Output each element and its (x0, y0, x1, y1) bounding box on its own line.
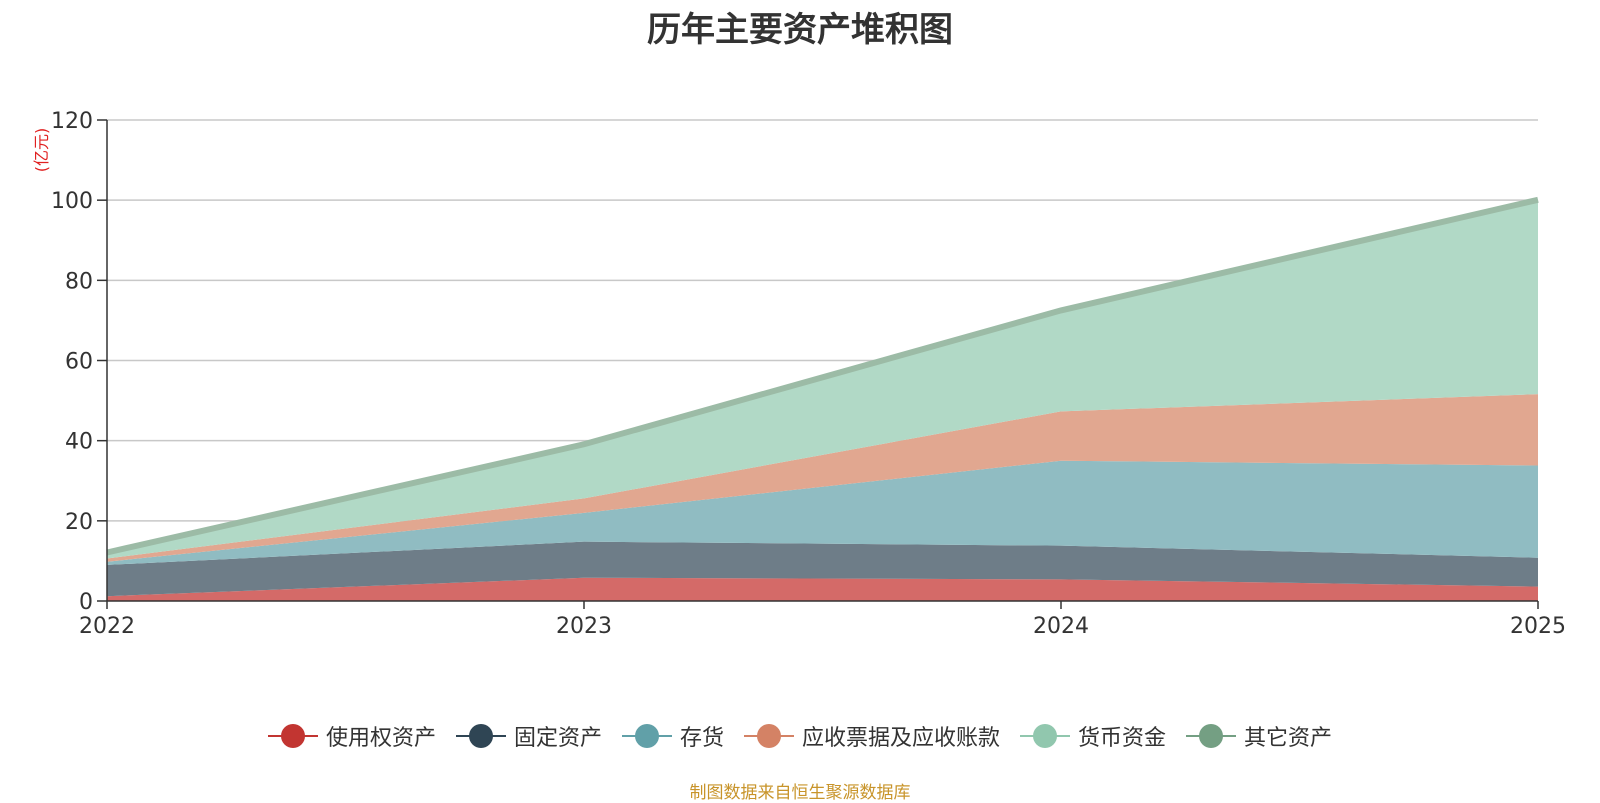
legend-label: 存货 (679, 726, 724, 751)
y-tick-label: 40 (65, 430, 93, 455)
x-tick-label: 2023 (556, 614, 612, 639)
legend-item-3[interactable]: 应收票据及应收账款 (744, 720, 1000, 752)
chart-title: 历年主要资产堆积图 (647, 10, 953, 50)
legend-marker-icon (455, 724, 506, 748)
legend-label: 固定资产 (513, 726, 602, 751)
legend-marker-icon (744, 724, 794, 748)
y-tick-label: 0 (79, 590, 93, 615)
legend-marker-icon (1020, 724, 1071, 748)
legend-item-4[interactable]: 货币资金 (1020, 720, 1166, 752)
stacked-area-chart: 0 20 40 60 80 100 120 2022 2023 2024 2025 (51, 109, 1566, 639)
series-areas (106, 196, 1539, 601)
area-series-1 (107, 541, 1538, 597)
legend: 使用权资产 固定资产 存货 应收票据及应收账款 货币资金 其它资产 (0, 718, 1600, 754)
axes: 0 20 40 60 80 100 120 2022 2023 2024 2025 (51, 109, 1566, 639)
legend-label: 其它资产 (1244, 726, 1333, 751)
y-tick-label: 20 (65, 510, 93, 535)
legend-marker-icon (1186, 724, 1237, 748)
source-note: 制图数据来自恒生聚源数据库 (689, 783, 911, 803)
area-series-0 (107, 577, 1538, 601)
legend-item-1[interactable]: 固定资产 (455, 720, 602, 752)
y-tick-label: 60 (65, 350, 93, 375)
area-series-3 (107, 394, 1538, 562)
line-series-5 (106, 196, 1539, 556)
x-tick-label: 2024 (1033, 614, 1089, 639)
y-tick-label: 80 (65, 269, 93, 294)
legend-marker-icon (267, 724, 318, 748)
legend-label: 使用权资产 (325, 726, 436, 751)
area-series-2 (107, 460, 1538, 565)
legend-label: 货币资金 (1078, 726, 1167, 751)
legend-item-0[interactable]: 使用权资产 (267, 720, 436, 752)
y-tick-label: 100 (51, 189, 93, 214)
x-tick-label: 2022 (79, 614, 135, 639)
legend-marker-icon (621, 724, 672, 748)
legend-label: 应收票据及应收账款 (802, 726, 1001, 751)
x-tick-label: 2025 (1510, 614, 1566, 639)
legend-item-2[interactable]: 存货 (621, 720, 724, 752)
y-tick-label: 120 (51, 109, 93, 134)
legend-item-5[interactable]: 其它资产 (1186, 720, 1332, 752)
